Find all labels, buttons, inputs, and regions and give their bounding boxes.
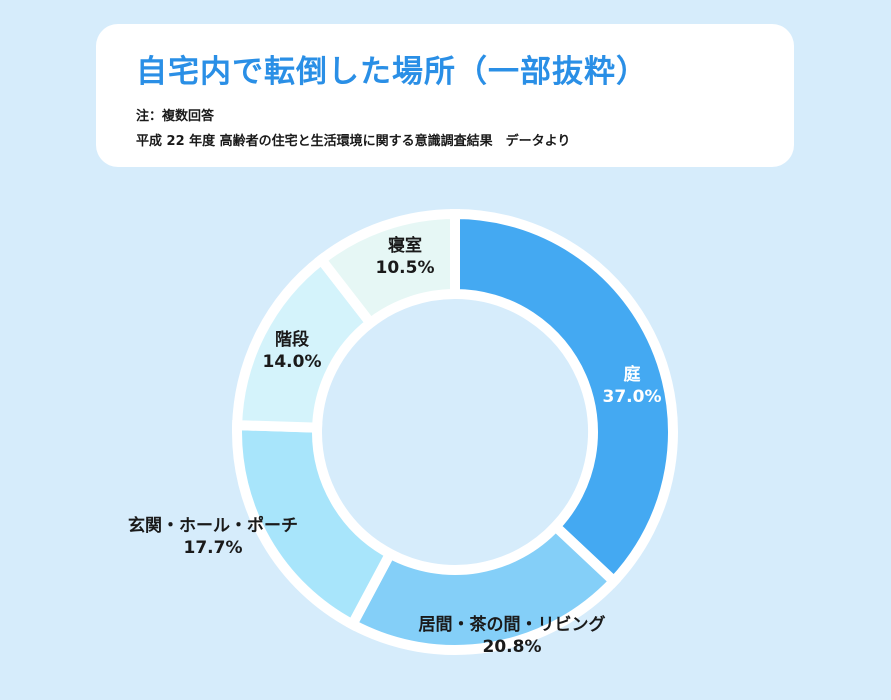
chart-header-card: 自宅内で転倒した場所（一部抜粋） 注：複数回答 平成 22 年度 高齢者の住宅と… bbox=[96, 24, 794, 167]
chart-note: 注：複数回答 bbox=[136, 109, 215, 124]
chart-source: 平成 22 年度 高齢者の住宅と生活環境に関する意識調査結果 データより bbox=[136, 134, 571, 149]
slice-category-label: 居間・茶の間・リビング bbox=[419, 614, 606, 635]
slice-value-label: 20.8% bbox=[483, 637, 542, 657]
slice-value-label: 14.0% bbox=[263, 352, 322, 372]
chart-title: 自宅内で転倒した場所（一部抜粋） bbox=[136, 54, 648, 90]
slice-value-label: 10.5% bbox=[376, 258, 435, 278]
slice-category-label: 寝室 bbox=[388, 235, 422, 256]
slice-category-label: 庭 bbox=[624, 364, 641, 385]
slice-garden bbox=[450, 208, 678, 589]
donut-slices bbox=[231, 208, 678, 655]
slice-value-label: 17.7% bbox=[184, 538, 243, 558]
slice-bedroom bbox=[314, 208, 460, 330]
donut-labels: 庭37.0%居間・茶の間・リビング20.8%玄関・ホール・ポーチ17.7%階段1… bbox=[128, 235, 661, 657]
slice-value-label: 37.0% bbox=[603, 387, 662, 407]
slice-living-room bbox=[345, 519, 621, 655]
slice-category-label: 玄関・ホール・ポーチ bbox=[128, 515, 298, 536]
slice-category-label: 階段 bbox=[275, 329, 309, 350]
